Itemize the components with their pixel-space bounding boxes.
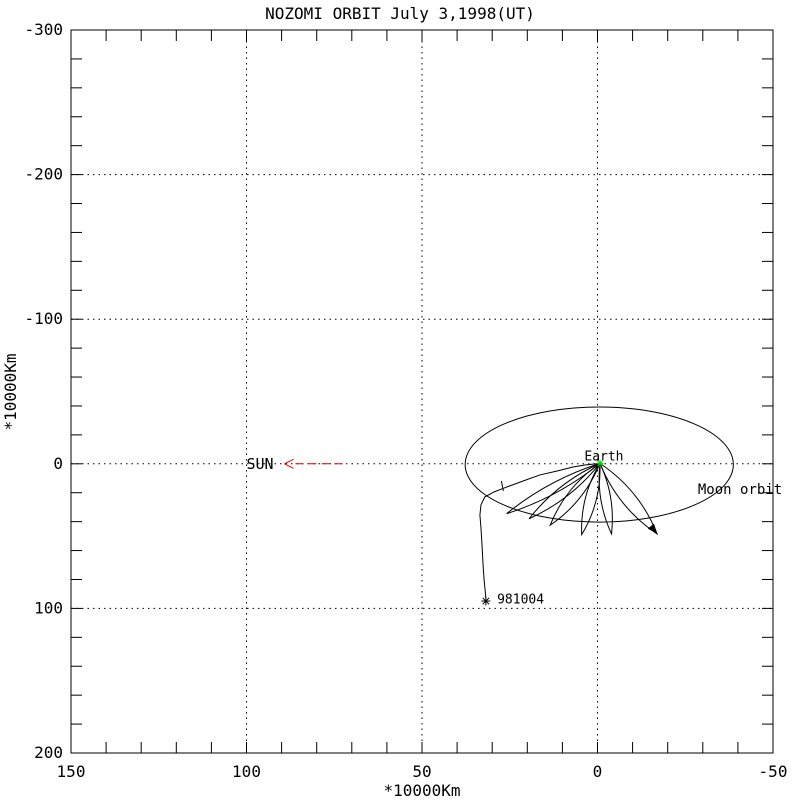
- x-axis-label: *10000Km: [383, 781, 460, 800]
- trajectory-end-marker: [482, 597, 490, 605]
- x-tick-label: 0: [593, 762, 603, 781]
- phasing-orbit-loop: [506, 462, 601, 515]
- y-tick-label: 0: [53, 454, 63, 473]
- moon-orbit-ellipse: [464, 406, 734, 523]
- moon-orbit-label: Moon orbit: [698, 482, 782, 498]
- y-tick-label: -300: [24, 20, 63, 39]
- x-tick-label: -50: [759, 762, 788, 781]
- y-tick-label: -100: [24, 309, 63, 328]
- trajectory-arrowhead: [647, 523, 658, 534]
- x-tick-label: 50: [412, 762, 431, 781]
- plot-generated-layer: 150 100 50 0 -50 -300 -200 -100 0 100 200: [24, 20, 787, 781]
- phasing-orbit-loop: [599, 462, 659, 536]
- y-tick-label: 100: [34, 598, 63, 617]
- sun-arrowhead: [284, 463, 294, 469]
- phasing-orbit-loop: [528, 462, 601, 520]
- x-tick-label: 150: [57, 762, 86, 781]
- plot-frame: [70, 29, 774, 754]
- y-tick-label: 200: [34, 743, 63, 762]
- trajectory-tick-mark: [500, 480, 504, 492]
- earth-label: Earth: [584, 449, 623, 464]
- y-axis-label: *10000Km: [1, 353, 20, 430]
- trajectory-date-label: 981004: [497, 593, 544, 608]
- plot-title: NOZOMI ORBIT July 3,1998(UT): [265, 4, 535, 23]
- exit-trajectory: [479, 462, 601, 599]
- y-tick-label: -200: [24, 165, 63, 184]
- x-tick-label: 100: [232, 762, 261, 781]
- phasing-orbit-loop: [598, 463, 613, 536]
- earth-marker: [597, 460, 603, 467]
- sun-label: SUN: [247, 455, 274, 473]
- sun-arrowhead: [284, 458, 294, 465]
